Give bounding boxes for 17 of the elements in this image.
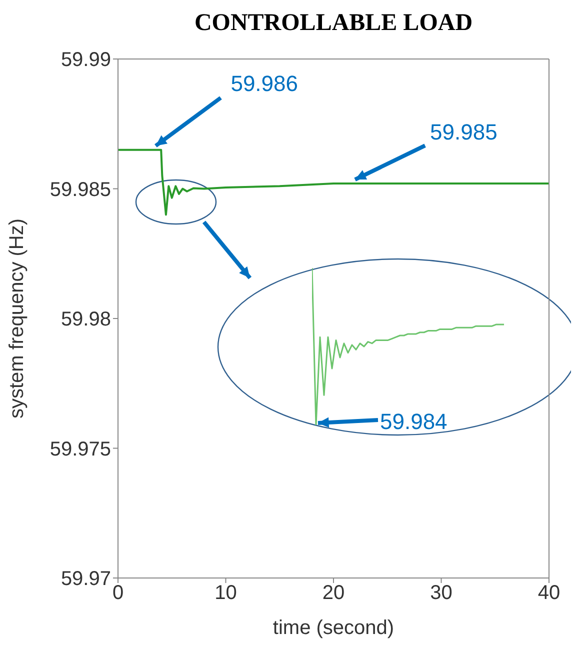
y-tick-label: 59.99 [60, 49, 111, 72]
x-tick-label: 0 [112, 582, 124, 604]
x-axis-title: time (second) [272, 617, 394, 639]
annotation: 59.984 [380, 409, 448, 434]
chart-title: CONTROLLABLE LOAD [194, 10, 473, 36]
y-tick-label: 59.98 [60, 308, 111, 331]
y-axis-title: system frequency (Hz) [6, 218, 28, 419]
line-series [118, 148, 549, 216]
annotation: 59.985 [430, 120, 498, 145]
x-tick-label: 10 [214, 582, 237, 604]
annotation: 59.986 [230, 70, 298, 96]
x-tick-label: 40 [538, 582, 560, 604]
y-tick-label: 59.985 [50, 178, 111, 201]
y-tick-label: 59.975 [50, 438, 111, 460]
x-tick-label: 30 [430, 582, 452, 604]
y-tick-label: 59.97 [60, 568, 111, 590]
x-tick-label: 20 [322, 582, 345, 604]
